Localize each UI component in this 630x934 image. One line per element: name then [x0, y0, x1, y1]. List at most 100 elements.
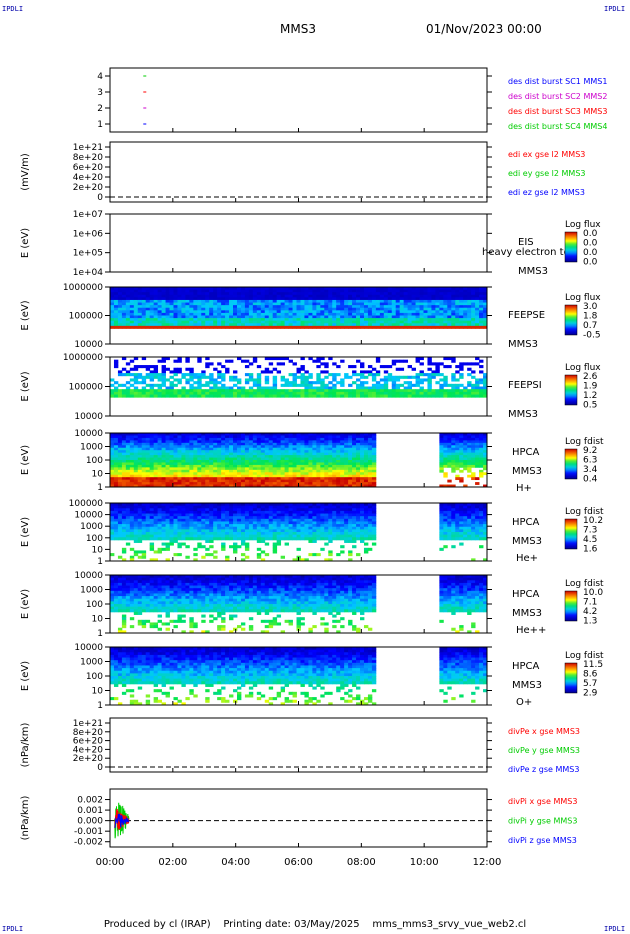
panel-6-spectro-cell	[292, 452, 297, 456]
panel-5-spectro-cell	[356, 394, 361, 398]
panel-6-spectro-cell	[149, 462, 155, 466]
panel-4-spectro-cell	[280, 323, 286, 327]
panel-7-spectro-cell	[296, 537, 301, 541]
panel-4-spectro-cell	[137, 310, 143, 314]
panel-6-spectro-cell	[197, 477, 202, 481]
panel-6-spectro-cell	[276, 442, 282, 446]
panel-5-spectro-cell	[451, 359, 456, 363]
panel-4-spectro-cell	[260, 325, 266, 329]
panel-7-spectro-cell	[185, 555, 190, 559]
panel-4-spectro-cell	[272, 289, 278, 293]
panel-6-spectro-cell	[292, 467, 297, 471]
panel-6-spectro-cell	[240, 472, 246, 476]
panel-7-spectro-cell	[113, 524, 119, 528]
panel-7-spectro-cell	[165, 545, 170, 549]
panel-6-spectro-cell	[205, 460, 210, 463]
panel-4-spectro-cell	[387, 323, 393, 327]
panel-4-spectro-cell	[280, 297, 286, 301]
panel-7-spectro-cell	[217, 503, 222, 507]
panel-7-spectro-cell	[308, 526, 313, 530]
panel-7-spectro-cell	[225, 555, 230, 559]
panel-5-spectro-cell	[149, 383, 155, 387]
panel-6-spectro-cell	[316, 445, 321, 449]
panel-4-spectro-cell	[268, 307, 274, 311]
panel-4-spectro-cell	[181, 325, 186, 329]
panel-6-spectro-cell	[324, 433, 329, 436]
panel-6-spectro-cell	[471, 462, 476, 466]
panel-5-spectro-cell	[149, 365, 155, 369]
panel-6-spectro-cell	[332, 462, 337, 466]
panel-4-spectro-cell	[403, 294, 409, 298]
panel-6-spectro-cell	[252, 442, 258, 446]
panel-6-spectro-cell	[340, 457, 345, 461]
panel-7-spectro-cell	[324, 508, 329, 512]
panel-5-spectro-cell	[264, 370, 270, 374]
panel-6-spectro-cell	[145, 450, 151, 454]
panel-6-spectro-cell	[276, 469, 282, 473]
panel-4-spectro-cell	[316, 287, 321, 290]
panel-4-spectro-cell	[304, 292, 309, 296]
panel-4-spectro-cell	[479, 320, 484, 324]
panel-4-spectro-cell	[387, 292, 393, 296]
panel-4-spectro-cell	[320, 289, 325, 293]
panel-5-spectro-cell	[367, 365, 373, 369]
panel-7-spectro-cell	[169, 537, 174, 541]
panel-7-spectro-cell	[233, 547, 238, 551]
panel-7-spectro-cell	[213, 532, 218, 536]
panel-6-spectro-cell	[145, 452, 151, 456]
panel-7-spectro-cell	[221, 542, 226, 546]
panel-4-spectro-cell	[435, 315, 440, 319]
panel-4-spectro-cell	[415, 320, 420, 324]
panel-7-spectro-cell	[165, 505, 170, 509]
panel-5-spectro-cell	[363, 370, 369, 374]
panel-5-spectro-cell	[272, 386, 278, 390]
panel-5-spectro-cell	[296, 367, 301, 371]
panel-5-spectro-cell	[177, 367, 182, 371]
panel-7-spectro-cell	[296, 534, 301, 538]
panel-4-spectro-cell	[312, 325, 317, 329]
panel-7-spectro-cell	[264, 503, 270, 507]
panel-6-spectro-cell	[308, 445, 313, 449]
panel-4-spectro-cell	[427, 307, 432, 311]
panel-7-spectro-cell	[173, 532, 178, 536]
panel-6-spectro-cell	[145, 474, 151, 478]
panel-5-spectro-cell	[336, 389, 341, 393]
panel-6-spectro-cell	[236, 482, 242, 485]
panel-7-spectro-cell	[193, 529, 198, 533]
panel-7-spectro-cell	[221, 518, 226, 522]
panel-4-spectro-cell	[435, 307, 440, 311]
panel-6-spectro-cell	[280, 452, 286, 456]
panel-4-spectro-cell	[371, 312, 377, 316]
panel-6-spectro-cell	[352, 467, 357, 471]
panel-5-spectro-cell	[233, 389, 238, 393]
panel-6-spectro-cell	[324, 472, 329, 476]
panel-4-spectro-cell	[467, 320, 472, 324]
panel-4-spectro-cell	[411, 318, 416, 322]
panel-7-spectro-cell	[185, 503, 190, 507]
panel-4-spectro-cell	[133, 299, 139, 303]
panel-4-spectro-cell	[375, 307, 381, 311]
panel-5-spectro-cell	[264, 391, 270, 395]
panel-7-spectro-cell	[292, 510, 297, 514]
panel-6-spectro-cell	[229, 447, 234, 451]
panel-4-spectro-cell	[213, 302, 218, 306]
panel-4-spectro-cell	[217, 289, 222, 293]
panel-6-spectro-cell	[229, 435, 234, 439]
panel-6-spectro-cell	[352, 484, 357, 488]
panel-6-spectro-cell	[371, 479, 377, 483]
panel-4-spectro-cell	[121, 307, 127, 311]
panel-4-spectro-cell	[169, 289, 174, 293]
panel-6-spectro-cell	[229, 445, 234, 449]
panel-6-spectro-cell	[157, 469, 162, 473]
panel-6-spectro-cell	[288, 435, 293, 439]
panel-5-spectro-cell	[324, 389, 329, 393]
panel-4-spectro-cell	[205, 297, 210, 301]
panel-5-spectro-cell	[320, 381, 325, 385]
panel-6-spectro-cell	[316, 452, 321, 456]
panel-4-spectro-cell	[113, 320, 119, 324]
panel-4-spectro-cell	[268, 320, 274, 324]
panel-4-spectro-cell	[407, 325, 412, 329]
panel-7-spectro-cell	[248, 532, 254, 536]
panel-7-spectro-cell	[189, 524, 194, 528]
panel-7-spectro-cell	[225, 529, 230, 533]
